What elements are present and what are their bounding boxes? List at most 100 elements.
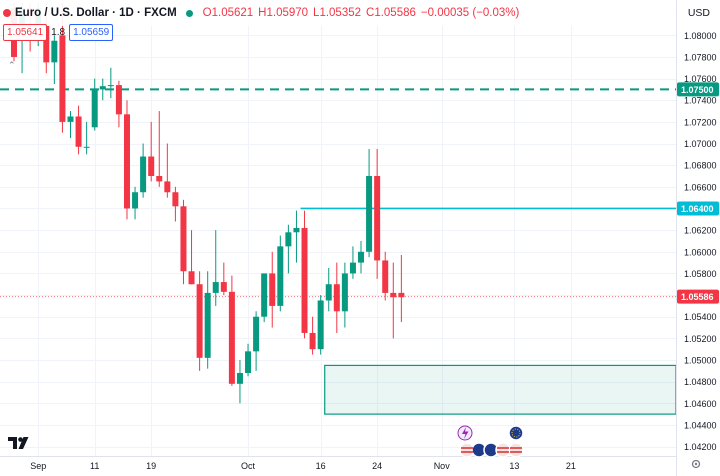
time-tick-label: Sep — [30, 461, 46, 471]
ohlc-low: L1.05352 — [313, 7, 362, 19]
price-tick-label: 1.05800 — [684, 269, 717, 279]
candle-body — [115, 85, 122, 115]
price-tick-label: 1.05400 — [684, 312, 717, 322]
candle — [91, 78, 98, 131]
candle — [148, 121, 155, 182]
candle-body — [140, 156, 147, 193]
tradingview-logo-icon[interactable] — [8, 436, 32, 450]
symbol-title[interactable]: Euro / U.S. Dollar · 1D · FXCM — [15, 7, 177, 19]
trade-panel: 1.05641 1.8 1.05659 — [3, 24, 114, 41]
candle — [333, 262, 340, 333]
candle-body — [67, 116, 74, 122]
candle — [382, 251, 389, 301]
candle-body — [43, 24, 50, 63]
price-tick-label: 1.05000 — [684, 356, 717, 366]
price-badge-label: 1.07500 — [681, 85, 714, 95]
currency-selector[interactable]: USD — [683, 5, 714, 21]
candle — [220, 262, 227, 296]
price-badge-label: 1.06400 — [681, 204, 714, 214]
candle-body — [51, 40, 58, 63]
time-tick-label: 16 — [316, 461, 326, 471]
candle — [245, 343, 252, 377]
price-tick-label: 1.05200 — [684, 334, 717, 344]
ohlc-open: O1.05621 — [202, 7, 254, 19]
price-tick-label: 1.07000 — [684, 139, 717, 149]
candle — [374, 148, 381, 279]
candle-body — [349, 262, 356, 274]
collapse-legend-icon[interactable]: ⌃ — [8, 60, 16, 70]
price-axis[interactable]: 1.08000 1.07800 1.07600 1.07400 1.07200 1.070… — [677, 0, 720, 476]
candle-body — [317, 300, 324, 350]
time-tick-label: Oct — [241, 461, 256, 471]
candle-body — [212, 282, 219, 293]
price-tick-label: 1.06600 — [684, 182, 717, 192]
time-axis[interactable]: Sep 11 19 Oct 16 24 Nov 13 21 — [0, 457, 676, 476]
price-tick-label: 1.04200 — [684, 442, 717, 452]
candle — [277, 235, 284, 312]
us-flag-event-icon-2[interactable] — [495, 442, 511, 458]
gear-icon[interactable] — [690, 458, 702, 470]
candle-body — [188, 271, 195, 285]
candle-body — [204, 292, 211, 358]
candle — [107, 67, 114, 99]
candle-body — [333, 284, 340, 312]
candle-body — [164, 181, 171, 193]
candle — [301, 210, 308, 339]
candle — [156, 111, 163, 187]
price-tick-label: 1.07200 — [684, 117, 717, 127]
candle — [285, 224, 292, 274]
candle — [358, 240, 365, 274]
price-badge[interactable] — [677, 201, 719, 216]
sell-button[interactable]: 1.05641 — [3, 24, 48, 41]
candle-body — [220, 282, 227, 292]
candle-body — [75, 116, 82, 147]
candle — [204, 271, 211, 369]
candle-body — [293, 227, 300, 233]
candle-body — [374, 176, 381, 261]
candle — [366, 148, 373, 258]
candle — [83, 121, 90, 155]
price-badge[interactable] — [677, 82, 719, 97]
market-status-icon[interactable] — [185, 9, 193, 17]
candle — [261, 273, 268, 323]
candle-body — [382, 260, 389, 293]
candle — [398, 255, 405, 323]
event-markers[interactable] — [457, 425, 524, 458]
us-flag-event-icon-3[interactable] — [508, 442, 524, 458]
grid — [0, 0, 676, 456]
candle — [188, 230, 195, 285]
eu-flag-event-icon[interactable] — [508, 425, 524, 441]
candle-body — [132, 192, 139, 209]
price-tick-label: 1.07400 — [684, 96, 717, 106]
time-tick-label: Nov — [434, 461, 451, 471]
support-zone-rect[interactable] — [324, 364, 677, 415]
candle-body — [99, 86, 106, 90]
horizontal-levels[interactable] — [0, 88, 676, 298]
price-tick-label: 1.08000 — [684, 31, 717, 41]
eu-stars-icon — [511, 428, 521, 438]
candle — [269, 251, 276, 328]
symbol-logo-icon[interactable] — [3, 9, 11, 17]
candle-body — [277, 246, 284, 306]
spread-value: 1.8 — [51, 27, 66, 38]
buy-button[interactable]: 1.05659 — [69, 24, 114, 41]
candle-body — [148, 156, 155, 177]
ohlc-close: C1.05586 — [366, 7, 416, 19]
price-badge-label: 1.05586 — [681, 292, 714, 302]
candle-body — [366, 176, 373, 252]
candle-body — [398, 292, 405, 298]
candle-body — [245, 351, 252, 373]
lightning-glyph-icon — [462, 427, 469, 439]
price-tick-label: 1.04800 — [684, 377, 717, 387]
candle-body — [123, 114, 130, 209]
time-tick-label: 13 — [509, 461, 519, 471]
price-tick-label: 1.04400 — [684, 420, 717, 430]
candle-body — [91, 89, 98, 128]
price-badge[interactable] — [677, 289, 719, 304]
candle — [172, 186, 179, 222]
price-tick-label: 1.04600 — [684, 399, 717, 409]
time-tick-label: 24 — [372, 461, 382, 471]
price-tick-label: 1.07600 — [684, 74, 717, 84]
